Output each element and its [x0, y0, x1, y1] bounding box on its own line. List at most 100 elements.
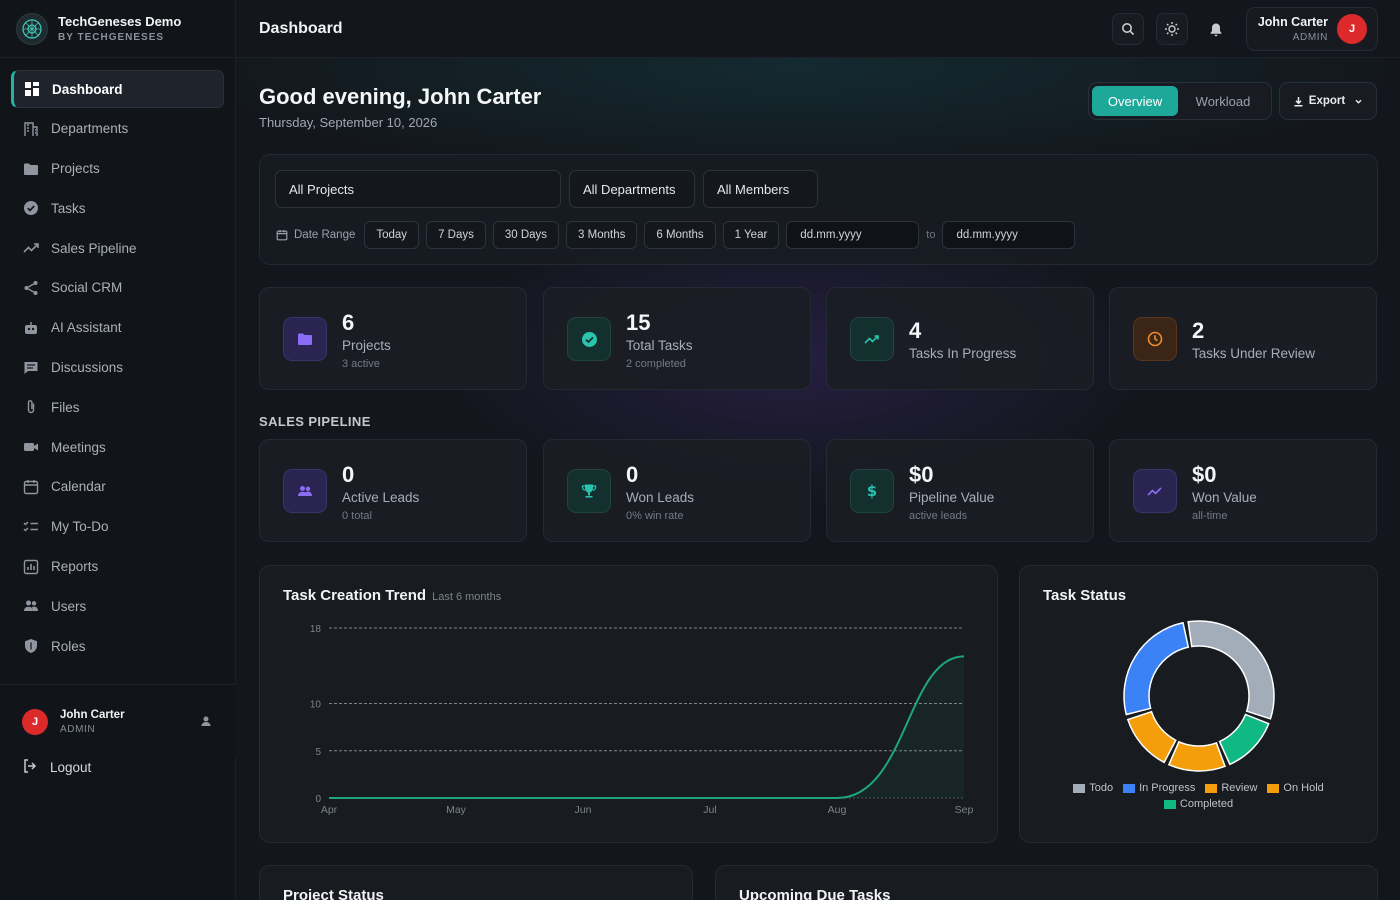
view-switch: Overview Workload: [1088, 82, 1272, 120]
date-from-input[interactable]: dd.mm.yyyy: [786, 221, 920, 249]
sidebar-item-label: Departments: [51, 121, 129, 137]
brand-logo-icon[interactable]: [16, 12, 48, 45]
theme-toggle-button[interactable]: [1156, 13, 1188, 45]
tab-overview[interactable]: Overview: [1092, 86, 1178, 116]
robot-icon: [23, 320, 39, 336]
legend-label: In Progress: [1139, 782, 1196, 794]
legend-label: On Hold: [1283, 782, 1324, 794]
sidebar-item-departments[interactable]: Departments: [11, 110, 224, 148]
shield-icon: [23, 638, 39, 654]
logout-label: Logout: [50, 759, 92, 775]
paperclip-icon: [23, 399, 39, 415]
sidebar-item-tasks[interactable]: Tasks: [11, 189, 224, 227]
stat-label: Won Value: [1192, 490, 1257, 505]
sidebar-item-my-to-do[interactable]: My To-Do: [11, 508, 224, 546]
legend-swatch: [1205, 783, 1218, 793]
search-button[interactable]: [1112, 13, 1144, 45]
sidebar-item-meetings[interactable]: Meetings: [11, 428, 224, 466]
panel-title: Task Status: [1043, 587, 1127, 604]
stat-label: Active Leads: [342, 490, 420, 505]
panel-subtitle: Last 6 months: [432, 591, 502, 603]
donut-slice-todo: [1187, 620, 1275, 720]
range-3-months[interactable]: 3 Months: [566, 221, 638, 249]
stat-label: Pipeline Value: [909, 490, 995, 505]
sidebar-item-social-crm[interactable]: Social CRM: [11, 269, 224, 307]
legend-swatch: [1123, 783, 1136, 793]
chat-icon: [23, 360, 39, 376]
date-range-label: Date Range: [276, 229, 355, 241]
check-circle-icon: [567, 317, 611, 361]
stat-label: Total Tasks: [626, 338, 693, 353]
sidebar-item-files[interactable]: Files: [11, 388, 224, 426]
stat-sub: active leads: [909, 510, 968, 522]
date-to-input[interactable]: dd.mm.yyyy: [942, 221, 1076, 249]
brand: TechGeneses Demo BY TECHGENESES: [0, 0, 235, 58]
y-tick-label: 18: [310, 624, 322, 635]
y-tick-label: 0: [315, 794, 321, 805]
search-icon: [1122, 23, 1135, 36]
range-7-days[interactable]: 7 Days: [426, 221, 486, 249]
sidebar-item-ai-assistant[interactable]: AI Assistant: [11, 309, 224, 347]
users-icon: [283, 469, 327, 513]
stat-card-total-tasks[interactable]: 15 Total Tasks 2 completed: [543, 287, 811, 390]
sidebar-user[interactable]: J John Carter ADMIN: [0, 684, 236, 758]
sidebar-item-label: Users: [51, 598, 87, 614]
sidebar-item-projects[interactable]: Projects: [11, 150, 224, 188]
sidebar-item-discussions[interactable]: Discussions: [11, 349, 224, 387]
range-1-year[interactable]: 1 Year: [722, 221, 780, 249]
range-30-days[interactable]: 30 Days: [492, 221, 560, 249]
x-tick-label: Aug: [828, 804, 847, 816]
chevron-down-icon: [1355, 99, 1362, 104]
sidebar-item-users[interactable]: Users: [11, 587, 224, 625]
stat-card-under-review[interactable]: 2 Tasks Under Review: [1109, 287, 1377, 390]
stat-label: Won Leads: [626, 490, 695, 505]
notifications-button[interactable]: [1200, 13, 1232, 45]
export-button[interactable]: Export: [1279, 82, 1377, 120]
panel-title: Project Status: [283, 887, 384, 900]
stat-card-in-progress[interactable]: 4 Tasks In Progress: [826, 287, 1094, 390]
stat-sub: 2 completed: [626, 358, 686, 370]
tab-workload[interactable]: Workload: [1195, 93, 1251, 109]
stat-card-pipeline-value[interactable]: $ $0 Pipeline Value active leads: [826, 439, 1094, 542]
legend-item[interactable]: In Progress: [1123, 782, 1195, 794]
user-icon[interactable]: [200, 714, 212, 732]
user-menu[interactable]: John Carter ADMIN J: [1246, 7, 1378, 51]
bell-icon: [1210, 23, 1222, 36]
x-tick-label: May: [446, 804, 467, 816]
project-filter[interactable]: All Projects: [275, 170, 561, 208]
department-filter[interactable]: All Departments: [569, 170, 695, 208]
sun-icon: [1165, 22, 1179, 36]
stat-card-active-leads[interactable]: 0 Active Leads 0 total: [259, 439, 527, 542]
stat-card-projects[interactable]: 6 Projects 3 active: [259, 287, 527, 390]
sidebar-item-label: Files: [51, 399, 80, 415]
legend-item[interactable]: Todo: [1073, 782, 1113, 794]
sidebar-item-dashboard[interactable]: Dashboard: [11, 70, 224, 108]
member-filter[interactable]: All Members: [703, 170, 818, 208]
sidebar-item-label: Tasks: [51, 200, 86, 216]
sidebar-item-label: Dashboard: [52, 81, 123, 97]
sidebar-item-calendar[interactable]: Calendar: [11, 468, 224, 506]
trend-icon: [23, 240, 39, 256]
date-range: Date Range Today 7 Days 30 Days 3 Months…: [276, 221, 1076, 249]
stat-card-won-leads[interactable]: 0 Won Leads 0% win rate: [543, 439, 811, 542]
user-name: John Carter: [1257, 15, 1328, 29]
legend-item[interactable]: Completed: [1020, 798, 1377, 810]
greeting: Good evening, John Carter: [259, 84, 542, 109]
sidebar-item-label: Projects: [51, 161, 100, 177]
sidebar-item-sales-pipeline[interactable]: Sales Pipeline: [11, 229, 224, 267]
sidebar-item-reports[interactable]: Reports: [11, 548, 224, 586]
legend-item[interactable]: Review: [1205, 782, 1257, 794]
range-6-months[interactable]: 6 Months: [644, 221, 716, 249]
range-today[interactable]: Today: [364, 221, 420, 249]
y-tick-label: 5: [315, 747, 321, 758]
share-icon: [23, 280, 39, 296]
logout-button[interactable]: Logout: [22, 757, 91, 777]
legend-item[interactable]: On Hold: [1267, 782, 1324, 794]
panel-title: Task Creation Trend Last 6 months: [283, 587, 502, 604]
stat-value: $0: [1192, 462, 1217, 487]
stat-card-won-value[interactable]: $0 Won Value all-time: [1109, 439, 1377, 542]
legend-swatch: [1267, 783, 1280, 793]
task-trend-panel: Task Creation Trend Last 6 months 0 5 10 18 A…: [259, 565, 998, 843]
date-to-label: to: [926, 229, 936, 241]
sidebar-item-roles[interactable]: Roles: [11, 627, 224, 665]
